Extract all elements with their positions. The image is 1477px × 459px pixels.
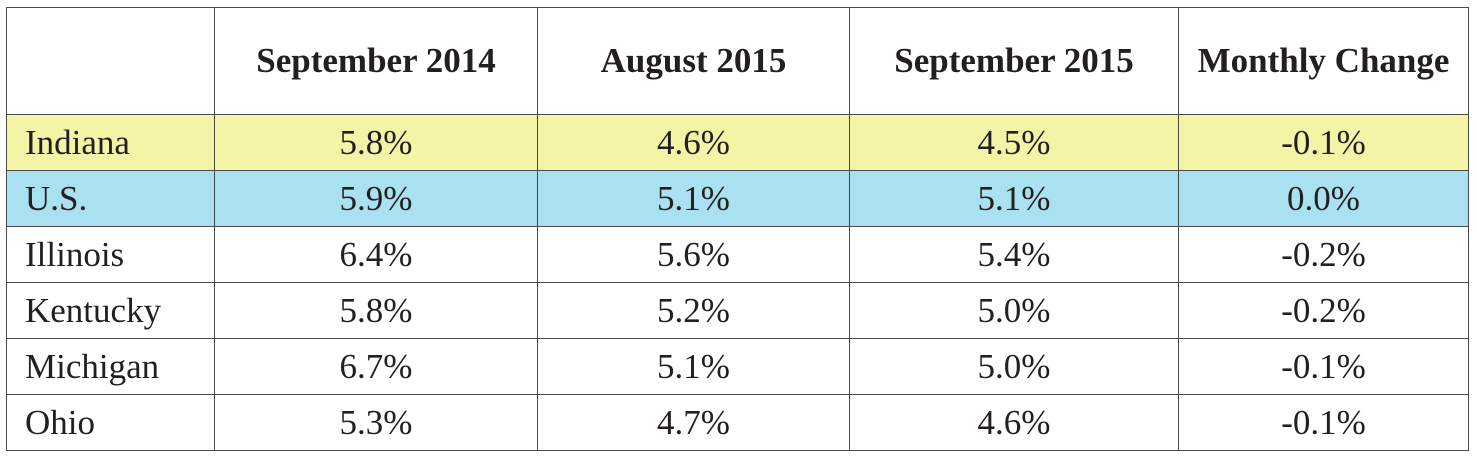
rate-cell: 5.0% — [849, 338, 1179, 395]
rate-cell: 4.6% — [849, 394, 1179, 451]
rate-cell: 5.3% — [214, 394, 538, 451]
data-table: September 2014 August 2015 September 2015 M… — [6, 7, 1469, 451]
rate-cell: 5.2% — [537, 282, 850, 339]
table-row: Kentucky 5.8% 5.2% 5.0% -0.2% — [6, 282, 1469, 339]
row-label: Illinois — [6, 226, 215, 283]
rate-cell: 5.9% — [214, 170, 538, 227]
rate-cell: 4.6% — [537, 114, 850, 171]
table-row: Illinois 6.4% 5.6% 5.4% -0.2% — [6, 226, 1469, 283]
table-head: September 2014 August 2015 September 2015 M… — [6, 7, 1469, 115]
column-header: September 2015 — [849, 7, 1179, 115]
table-row: U.S. 5.9% 5.1% 5.1% 0.0% — [6, 170, 1469, 227]
rate-cell: -0.1% — [1178, 394, 1469, 451]
rate-cell: 5.4% — [849, 226, 1179, 283]
rate-cell: 5.8% — [214, 282, 538, 339]
row-label: U.S. — [6, 170, 215, 227]
rate-cell: 5.8% — [214, 114, 538, 171]
rate-cell: 4.7% — [537, 394, 850, 451]
row-label: Indiana — [6, 114, 215, 171]
rate-cell: 5.1% — [537, 338, 850, 395]
rate-cell: 5.1% — [849, 170, 1179, 227]
table-row: Michigan 6.7% 5.1% 5.0% -0.1% — [6, 338, 1469, 395]
column-header: Monthly Change — [1178, 7, 1469, 115]
row-label: Michigan — [6, 338, 215, 395]
row-label: Ohio — [6, 394, 215, 451]
table-row: Ohio 5.3% 4.7% 4.6% -0.1% — [6, 394, 1469, 451]
rate-cell: -0.2% — [1178, 282, 1469, 339]
rate-cell: 4.5% — [849, 114, 1179, 171]
column-header: September 2014 — [214, 7, 538, 115]
corner-cell — [6, 7, 215, 115]
table-body: Indiana 5.8% 4.6% 4.5% -0.1% U.S. 5.9% 5.1% 5.1%… — [6, 114, 1469, 451]
rate-cell: -0.1% — [1178, 338, 1469, 395]
rate-cell: 6.4% — [214, 226, 538, 283]
rate-cell: 5.6% — [537, 226, 850, 283]
rate-cell: -0.1% — [1178, 114, 1469, 171]
header-row: September 2014 August 2015 September 2015 M… — [6, 7, 1469, 115]
rate-cell: 5.1% — [537, 170, 850, 227]
rate-cell: 0.0% — [1178, 170, 1469, 227]
column-header: August 2015 — [537, 7, 850, 115]
rate-cell: -0.2% — [1178, 226, 1469, 283]
rate-cell: 6.7% — [214, 338, 538, 395]
rate-cell: 5.0% — [849, 282, 1179, 339]
row-label: Kentucky — [6, 282, 215, 339]
table-row: Indiana 5.8% 4.6% 4.5% -0.1% — [6, 114, 1469, 171]
